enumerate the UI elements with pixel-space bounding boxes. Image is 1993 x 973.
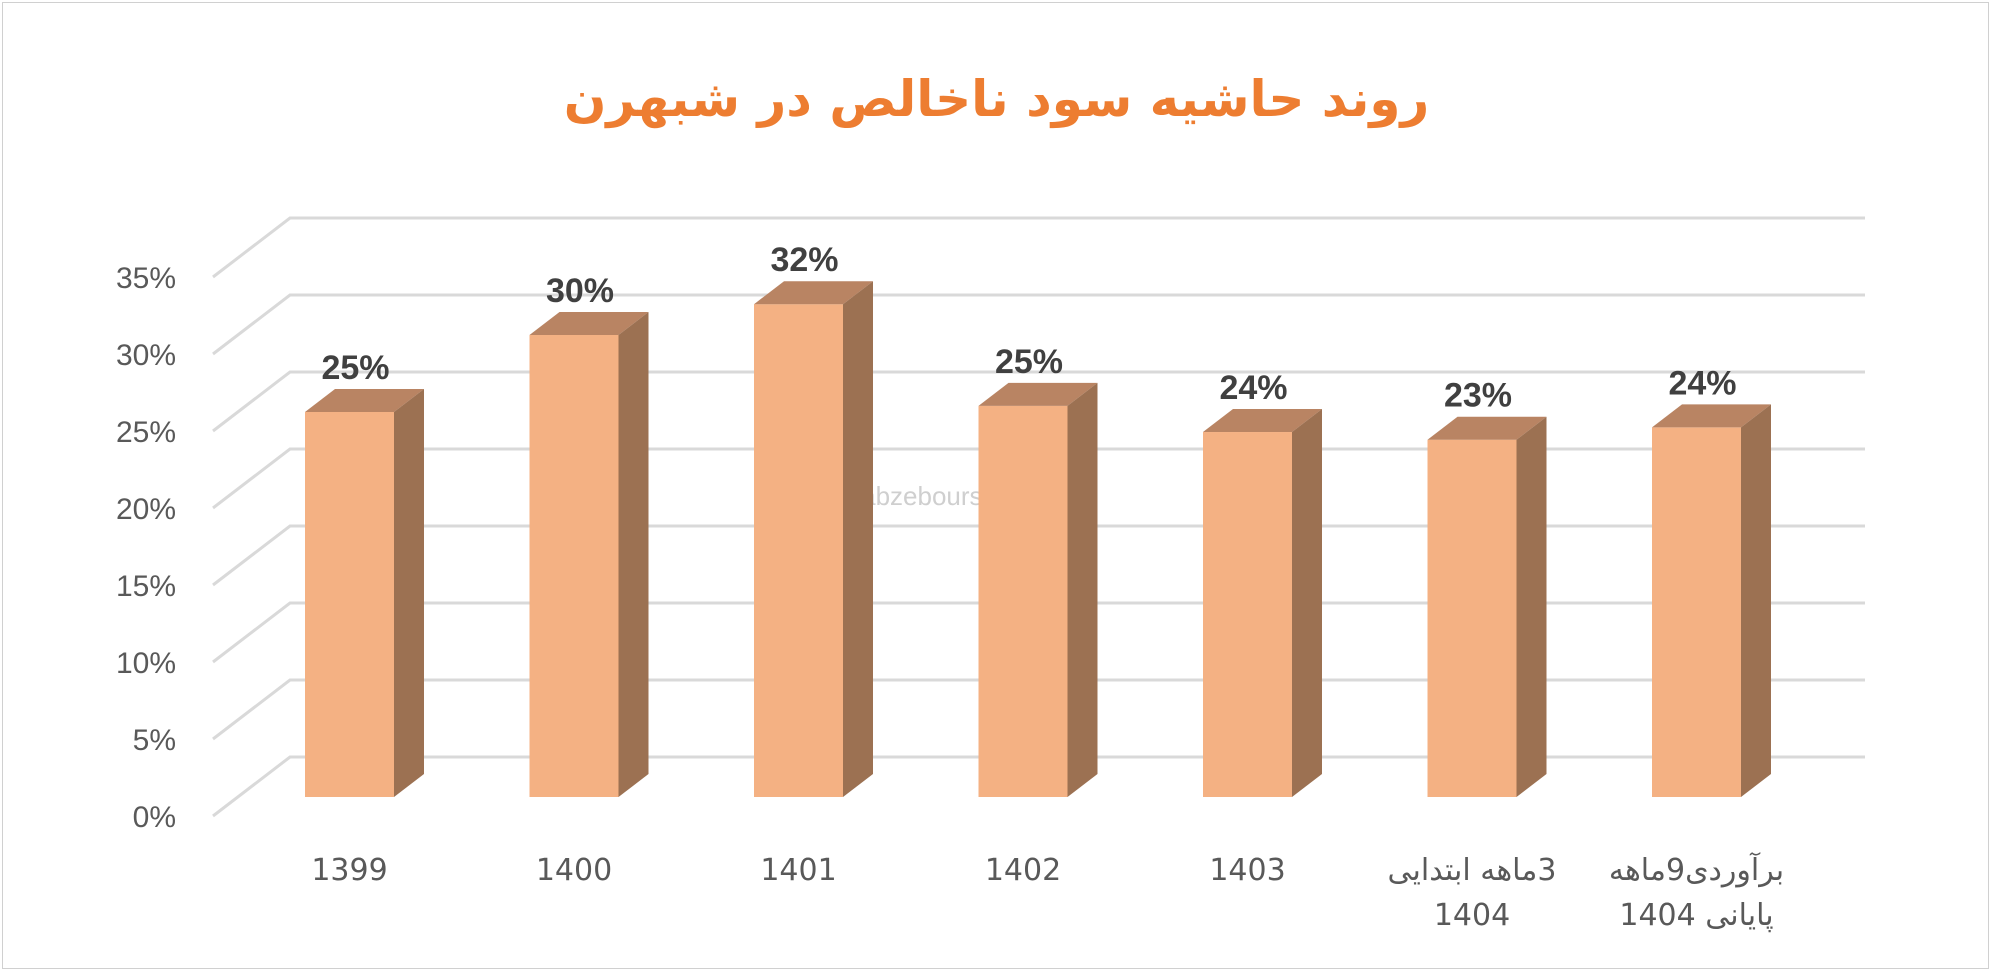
gridline <box>212 370 1865 433</box>
gridline <box>212 216 1865 279</box>
y-tick-label: 20% <box>116 493 176 526</box>
data-label: 25% <box>995 343 1063 381</box>
bar-top <box>1652 404 1771 428</box>
bar-front <box>529 335 619 797</box>
bar-side <box>1067 382 1098 797</box>
bar-top <box>1203 409 1322 433</box>
gridline <box>212 447 1865 510</box>
bar-front <box>978 405 1068 797</box>
x-tick-label: برآوردی9ماهه <box>1609 852 1784 888</box>
bar-front <box>1427 439 1517 797</box>
x-tick-label: 3ماهه ابتدایی <box>1388 853 1557 888</box>
y-tick-label: 25% <box>116 416 176 449</box>
bar: 24% <box>1652 364 1771 797</box>
chart-title: روند حاشیه سود ناخالص در شبهرن <box>563 70 1430 128</box>
bar-front <box>1652 427 1741 797</box>
x-tick-label: پایانی 1404 <box>1619 898 1773 933</box>
gridline <box>212 678 1865 741</box>
bar-top <box>978 382 1098 406</box>
bar-side <box>1741 404 1771 797</box>
bar: 24% <box>1203 369 1322 797</box>
x-tick-label: 1399 <box>311 853 387 888</box>
bar-front <box>1203 432 1292 797</box>
gridline <box>212 524 1865 587</box>
y-tick-label: 10% <box>116 647 176 680</box>
gridline <box>212 601 1865 664</box>
data-label: 30% <box>546 272 614 310</box>
x-tick-label: 1400 <box>536 853 612 888</box>
bar-top <box>1427 416 1547 440</box>
bar-front <box>754 304 843 797</box>
data-label: 24% <box>1668 364 1736 402</box>
x-tick-label: 1402 <box>985 853 1061 888</box>
y-tick-label: 5% <box>133 724 176 757</box>
x-tick-label: 1404 <box>1434 898 1510 933</box>
data-label: 23% <box>1444 377 1512 415</box>
gridline <box>212 755 1865 818</box>
bar-side <box>1516 416 1547 797</box>
bar-front <box>305 412 394 797</box>
x-tick-label: 1401 <box>760 853 836 888</box>
y-tick-label: 35% <box>116 262 176 295</box>
bar-side <box>394 389 424 797</box>
data-label: 24% <box>1219 369 1287 407</box>
data-label: 25% <box>321 349 389 387</box>
data-label: 32% <box>770 241 838 279</box>
bar: 32% <box>754 241 873 797</box>
x-tick-label: 1403 <box>1209 853 1285 888</box>
bar-side <box>618 312 649 797</box>
bar: 25% <box>978 343 1098 797</box>
y-tick-label: 30% <box>116 339 176 372</box>
bar: 30% <box>529 272 649 797</box>
gridline <box>212 293 1865 356</box>
bar-top <box>529 312 649 335</box>
bar-side <box>843 281 873 797</box>
bar-top <box>305 389 424 412</box>
bar: 23% <box>1427 377 1547 797</box>
y-tick-label: 15% <box>116 570 176 603</box>
y-tick-label: 0% <box>133 801 176 834</box>
bar-top <box>754 281 873 305</box>
bar-side <box>1292 409 1322 797</box>
bar: 25% <box>305 349 424 797</box>
